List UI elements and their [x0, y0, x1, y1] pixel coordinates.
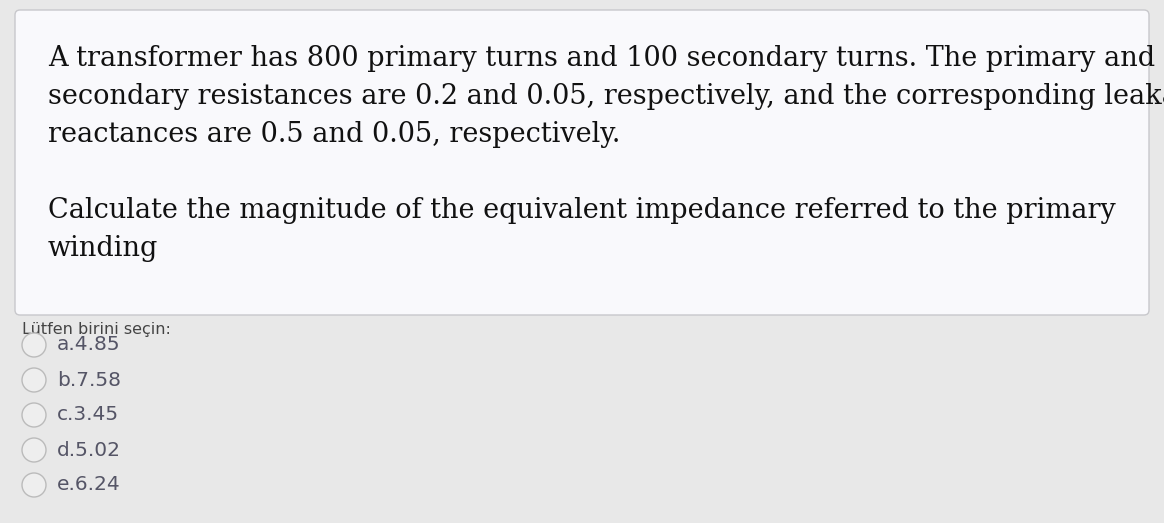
Text: secondary resistances are 0.2 and 0.05, respectively, and the corresponding leak: secondary resistances are 0.2 and 0.05, …: [48, 83, 1164, 110]
Text: d.5.02: d.5.02: [57, 440, 121, 460]
Circle shape: [22, 403, 47, 427]
Circle shape: [22, 333, 47, 357]
Text: a.4.85: a.4.85: [57, 335, 121, 355]
Text: winding: winding: [48, 235, 158, 262]
Text: e.6.24: e.6.24: [57, 475, 121, 495]
Text: A transformer has 800 primary turns and 100 secondary turns. The primary and: A transformer has 800 primary turns and …: [48, 45, 1155, 72]
Circle shape: [22, 473, 47, 497]
Text: Lütfen birini seçin:: Lütfen birini seçin:: [22, 322, 171, 337]
Circle shape: [22, 368, 47, 392]
FancyBboxPatch shape: [15, 10, 1149, 315]
Text: c.3.45: c.3.45: [57, 405, 119, 425]
Text: reactances are 0.5 and 0.05, respectively.: reactances are 0.5 and 0.05, respectivel…: [48, 121, 620, 148]
Circle shape: [22, 438, 47, 462]
Text: b.7.58: b.7.58: [57, 370, 121, 390]
Text: Calculate the magnitude of the equivalent impedance referred to the primary: Calculate the magnitude of the equivalen…: [48, 197, 1116, 224]
